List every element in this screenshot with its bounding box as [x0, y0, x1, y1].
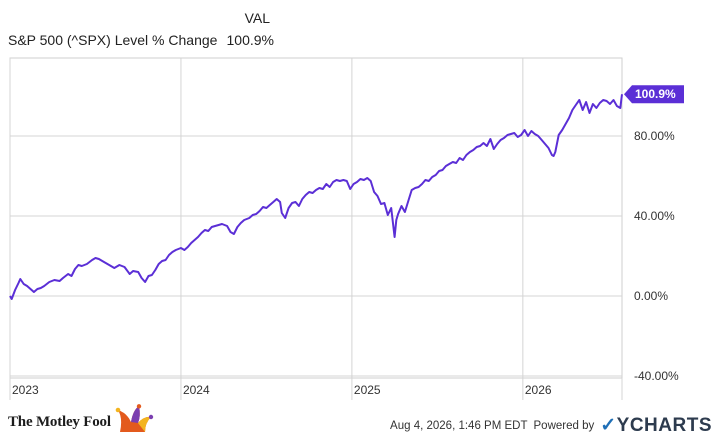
x-tick-label: 2026	[525, 383, 552, 397]
ycharts-text: YCHARTS	[616, 415, 712, 436]
y-tick-label: 0.00%	[634, 289, 668, 303]
jester-hat-icon	[115, 404, 154, 432]
legend-header-val: VAL	[244, 10, 270, 26]
legend-series-name[interactable]: S&P 500 (^SPX) Level % Change	[8, 32, 218, 48]
series-line-spx[interactable]	[9, 94, 623, 300]
motley-fool-logo[interactable]: The Motley Fool	[8, 404, 154, 433]
ycharts-logo[interactable]: ✓YCHARTS	[600, 415, 712, 436]
powered-by-label: Powered by	[533, 419, 595, 432]
y-tick-label: -40.00%	[634, 369, 679, 383]
timestamp: Aug 4, 2026, 1:46 PM EDT	[390, 419, 528, 432]
plot-area-frame	[9, 57, 623, 379]
footer-attribution: Aug 4, 2026, 1:46 PM EDT Powered by ✓YCH…	[390, 414, 712, 437]
y-tick-label: 80.00%	[634, 129, 675, 143]
x-tick-label: 2025	[354, 383, 381, 397]
last-value-flag	[624, 85, 684, 104]
motley-fool-text: The Motley Fool	[8, 413, 111, 430]
last-value-label: 100.9%	[635, 87, 676, 101]
legend-series-value: 100.9%	[226, 32, 274, 48]
y-tick-label: 40.00%	[634, 209, 675, 223]
x-tick-label: 2023	[12, 383, 39, 397]
x-tick-label: 2024	[183, 383, 210, 397]
